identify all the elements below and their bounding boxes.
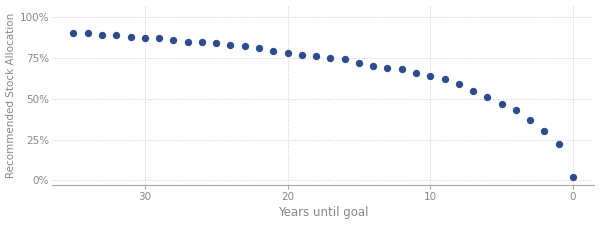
Point <box>554 143 563 146</box>
Point <box>254 46 264 50</box>
Point <box>340 58 349 61</box>
Point <box>297 53 307 56</box>
Point <box>397 68 407 71</box>
Point <box>383 66 392 70</box>
Point <box>440 77 449 81</box>
Point <box>169 38 178 42</box>
Y-axis label: Recommended Stock Allocation: Recommended Stock Allocation <box>5 13 16 178</box>
Point <box>83 32 92 35</box>
Point <box>112 33 121 37</box>
Point <box>268 50 278 53</box>
Point <box>354 61 364 65</box>
Point <box>97 33 107 37</box>
Point <box>126 35 136 38</box>
Point <box>469 89 478 92</box>
Point <box>326 56 335 60</box>
Point <box>511 108 521 112</box>
Point <box>197 40 206 43</box>
Point <box>497 102 506 106</box>
Point <box>526 118 535 122</box>
Point <box>311 54 321 58</box>
Point <box>68 32 78 35</box>
Point <box>154 36 164 40</box>
Point <box>411 71 421 74</box>
X-axis label: Years until goal: Years until goal <box>278 207 368 219</box>
Point <box>183 40 193 43</box>
Point <box>539 130 549 133</box>
Point <box>454 82 464 86</box>
Point <box>568 175 578 179</box>
Point <box>226 43 235 47</box>
Point <box>425 74 435 78</box>
Point <box>482 95 492 99</box>
Point <box>283 51 292 55</box>
Point <box>368 64 378 68</box>
Point <box>240 45 250 48</box>
Point <box>211 41 221 45</box>
Point <box>140 36 149 40</box>
